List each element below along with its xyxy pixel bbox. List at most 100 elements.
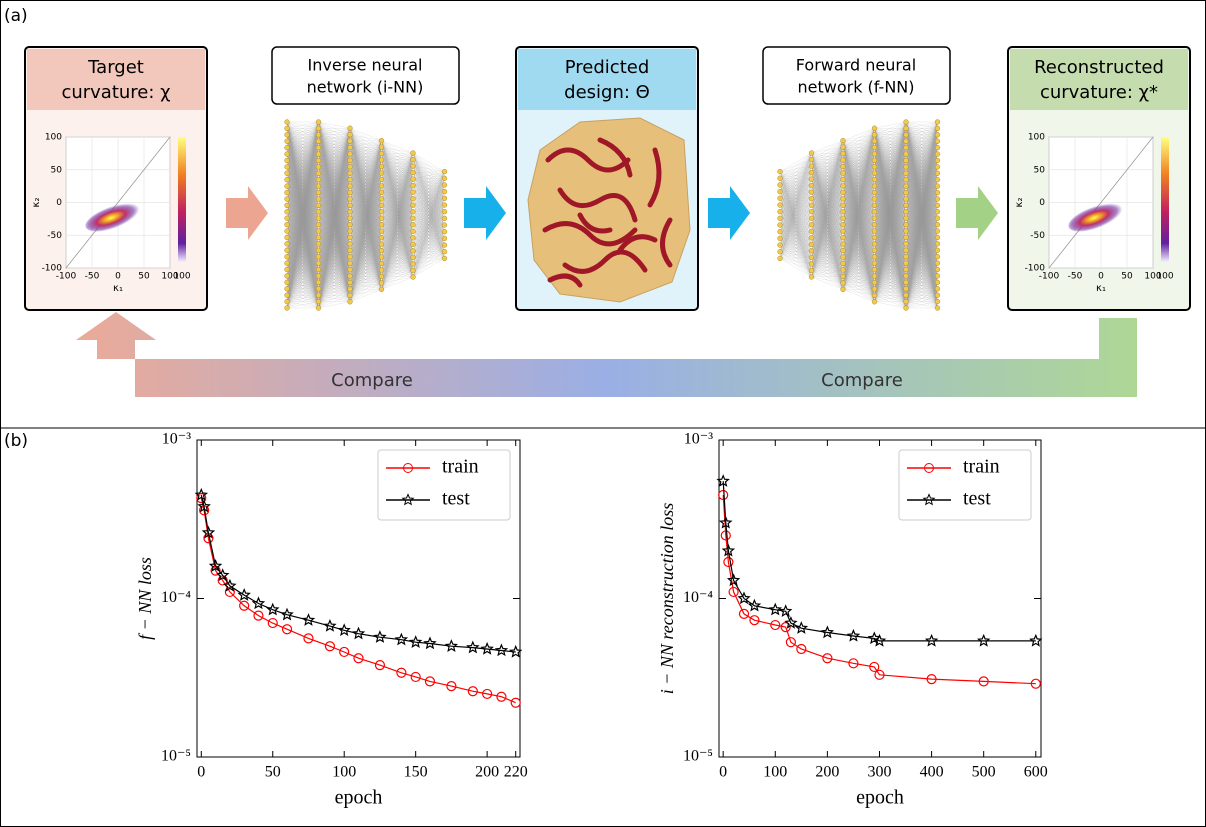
network-node xyxy=(808,254,815,261)
network-node xyxy=(315,241,322,247)
network-node xyxy=(315,183,322,189)
marker xyxy=(239,600,250,611)
legend-marker xyxy=(924,463,934,473)
network-node xyxy=(840,209,846,215)
network-node xyxy=(808,189,815,195)
y-tick-label: 10⁻³ xyxy=(162,431,191,448)
network-node xyxy=(441,182,448,188)
network-node xyxy=(441,215,448,221)
network-edges xyxy=(842,128,875,302)
marker xyxy=(396,667,407,678)
inset-x-label: κ₁ xyxy=(113,283,123,294)
network-node xyxy=(315,234,322,241)
network-node xyxy=(808,169,815,176)
network-node xyxy=(840,280,846,286)
network-node xyxy=(903,183,909,189)
network-node xyxy=(410,150,416,156)
network-node xyxy=(378,144,385,150)
network-node xyxy=(378,254,385,260)
network-node xyxy=(378,170,385,176)
network-node xyxy=(347,164,353,170)
network-node xyxy=(284,145,290,151)
series-line xyxy=(200,497,516,704)
step-arrow xyxy=(226,186,268,240)
network-node xyxy=(871,234,878,241)
inset-x-label: κ₁ xyxy=(1096,283,1106,294)
series-line xyxy=(722,481,1036,642)
marker xyxy=(496,691,507,702)
network-node xyxy=(840,176,846,183)
marker xyxy=(728,586,739,598)
x-tick-label: 0 xyxy=(197,764,205,781)
marker xyxy=(323,619,337,632)
design-box: Predicted design: Θ xyxy=(515,46,699,311)
network-node xyxy=(284,305,290,311)
compare-label: Compare xyxy=(331,370,413,391)
network-node xyxy=(441,229,448,235)
network-node xyxy=(934,119,941,125)
marker xyxy=(867,631,881,645)
network-node xyxy=(871,202,878,209)
network-node xyxy=(777,202,783,208)
marker xyxy=(267,617,278,629)
network-node xyxy=(903,125,909,132)
network-node xyxy=(934,209,941,215)
network-node xyxy=(934,189,941,196)
network-node xyxy=(347,267,353,273)
network-node xyxy=(871,189,878,196)
marker xyxy=(718,515,733,529)
inset-y-tick-label: -100 xyxy=(42,264,63,274)
network-node xyxy=(441,222,448,228)
network-node xyxy=(934,138,941,144)
network-node xyxy=(808,196,815,202)
network-node xyxy=(808,267,815,274)
network-node xyxy=(315,151,322,157)
network-edges xyxy=(779,152,812,278)
network-node xyxy=(410,215,416,221)
marker xyxy=(280,607,294,621)
network-node xyxy=(315,221,322,228)
network-node xyxy=(315,292,322,298)
network-node xyxy=(808,209,815,215)
x-axis-label: epoch xyxy=(335,787,383,809)
network-node xyxy=(871,183,878,189)
network-node xyxy=(315,125,322,132)
network-node xyxy=(284,170,290,176)
inset-x-tick-label: 50 xyxy=(1121,272,1133,282)
marker xyxy=(869,661,880,673)
network-node xyxy=(284,189,290,196)
network-node xyxy=(315,202,322,209)
marker xyxy=(424,676,436,687)
inset-x-tick-label: -50 xyxy=(1068,272,1083,282)
network-node xyxy=(903,209,909,215)
network-node xyxy=(934,247,941,253)
network-node xyxy=(315,266,322,273)
network-node xyxy=(903,292,909,298)
network-node xyxy=(840,170,846,176)
network-node xyxy=(315,273,322,279)
network-node xyxy=(441,195,448,201)
marker xyxy=(1030,678,1041,689)
inset-x-tick-label: 100 xyxy=(161,272,178,282)
marker xyxy=(508,644,523,658)
network-node xyxy=(284,292,290,298)
legend-label: train xyxy=(963,456,1000,478)
network-node xyxy=(315,119,322,125)
network-node xyxy=(934,202,941,209)
marker xyxy=(794,621,809,634)
network-node xyxy=(903,298,909,305)
network-node xyxy=(903,273,909,279)
x-tick-label: 150 xyxy=(404,764,428,781)
design-shape xyxy=(527,117,691,303)
network-node xyxy=(934,228,941,234)
density-blob xyxy=(1068,202,1126,232)
network-node xyxy=(840,196,846,202)
network-node xyxy=(315,132,322,138)
network-node xyxy=(934,183,941,189)
inverse-nn-box: Inverse neural network (i-NN) xyxy=(271,46,460,105)
network-node xyxy=(871,292,878,299)
network-node xyxy=(777,182,783,188)
inset-y-tick-label: -100 xyxy=(1025,264,1046,274)
network-node xyxy=(410,156,416,163)
inset-x-tick-label: 0 xyxy=(115,272,121,282)
